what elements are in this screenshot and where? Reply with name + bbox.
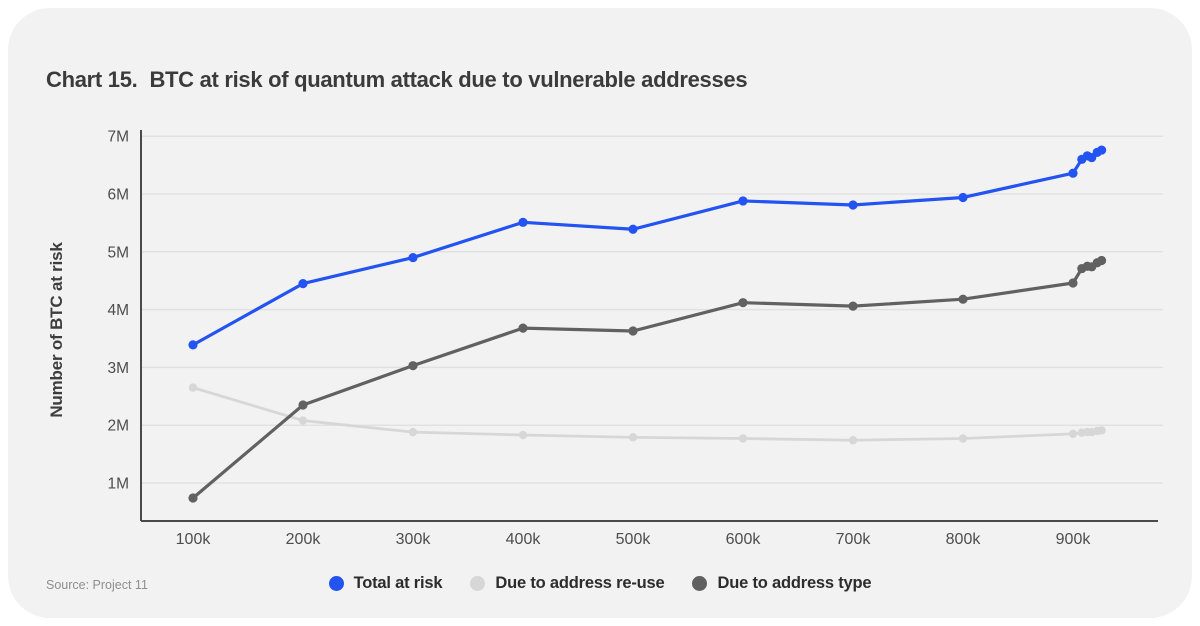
svg-text:2M: 2M bbox=[107, 418, 129, 435]
svg-text:500k: 500k bbox=[616, 531, 652, 548]
chart-title-text: BTC at risk of quantum attack due to vul… bbox=[149, 66, 748, 92]
chart-title: Chart 15. BTC at risk of quantum attack d… bbox=[46, 66, 748, 93]
svg-text:900k: 900k bbox=[1056, 531, 1092, 548]
svg-text:6M: 6M bbox=[107, 187, 129, 204]
line-chart: 1M 2M 3M 4M 5M 6M 7M 100k 200k 300k 400k 500k 600k 70… bbox=[107, 129, 1163, 548]
legend-dot bbox=[470, 576, 486, 591]
legend-label: Total at risk bbox=[353, 574, 443, 592]
chart-legend: Total at risk Due to address re-use Due … bbox=[8, 574, 1192, 593]
svg-text:7M: 7M bbox=[107, 129, 129, 146]
svg-text:5M: 5M bbox=[107, 244, 129, 261]
legend-label: Due to address type bbox=[717, 574, 872, 592]
svg-text:3M: 3M bbox=[107, 360, 129, 377]
source-note: Source: Project 11 bbox=[46, 578, 148, 592]
legend-dot bbox=[328, 576, 344, 591]
svg-text:200k: 200k bbox=[286, 531, 322, 548]
svg-text:300k: 300k bbox=[396, 531, 432, 548]
legend-dot bbox=[692, 576, 708, 591]
svg-text:100k: 100k bbox=[176, 531, 212, 548]
legend-item-address-type: Due to address type bbox=[692, 574, 872, 593]
legend-item-address-reuse: Due to address re-use bbox=[470, 574, 665, 593]
chart-panel: Chart 15. BTC at risk of quantum attack d… bbox=[8, 8, 1192, 618]
svg-text:4M: 4M bbox=[107, 302, 129, 319]
legend-label: Due to address re-use bbox=[495, 574, 665, 592]
svg-text:700k: 700k bbox=[836, 531, 872, 548]
svg-text:600k: 600k bbox=[726, 531, 762, 548]
chart-number: Chart 15. bbox=[46, 66, 138, 92]
svg-text:800k: 800k bbox=[946, 531, 982, 548]
svg-text:400k: 400k bbox=[506, 531, 542, 548]
svg-text:1M: 1M bbox=[107, 476, 129, 493]
legend-item-total-at-risk: Total at risk bbox=[328, 574, 443, 593]
